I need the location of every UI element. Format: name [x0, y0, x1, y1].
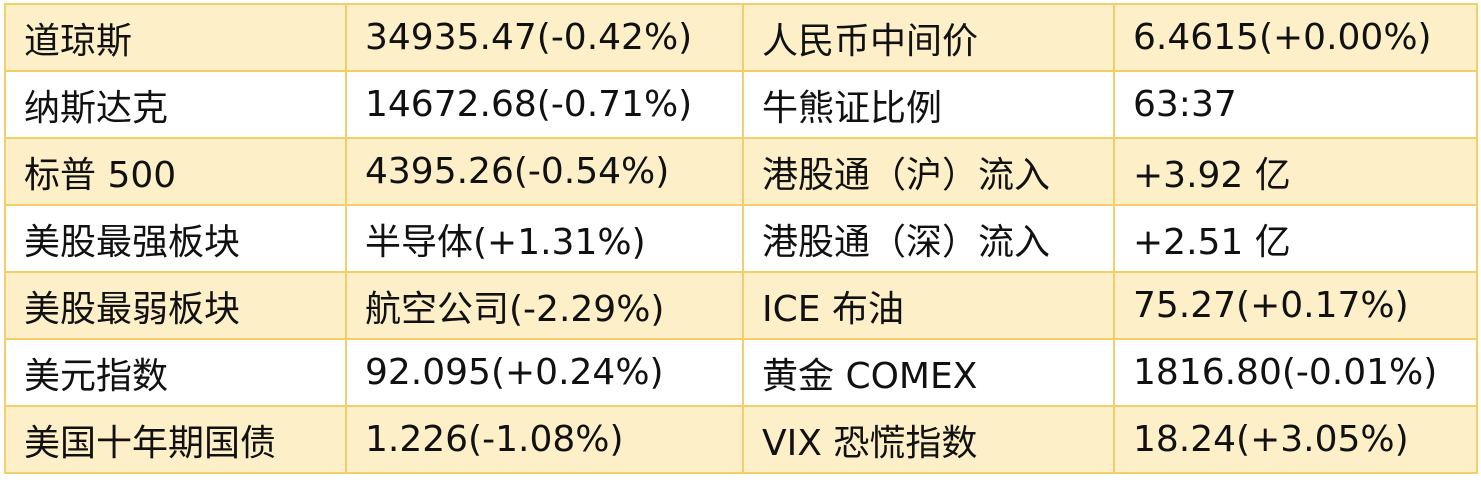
indicator-name: 黄金 COMEX: [742, 338, 1115, 407]
indicator-name: ICE 布油: [742, 271, 1115, 340]
indicator-value: 6.4615(+0.00%): [1113, 3, 1478, 72]
table-row: 美元指数 92.095(+0.24%) 黄金 COMEX 1816.80(-0.01%…: [4, 338, 1478, 407]
indicator-name: 牛熊证比例: [742, 70, 1115, 139]
indicator-value: 半导体(+1.31%): [345, 204, 744, 273]
indicator-name: 纳斯达克: [4, 70, 347, 139]
indicator-name: 标普 500: [4, 137, 347, 206]
table-row: 纳斯达克 14672.68(-0.71%) 牛熊证比例 63:37: [4, 70, 1478, 139]
table-row: 美国十年期国债 1.226(-1.08%) VIX 恐慌指数 18.24(+3.05%…: [4, 405, 1478, 474]
table-row: 美股最弱板块 航空公司(-2.29%) ICE 布油 75.27(+0.17%): [4, 271, 1478, 340]
indicator-value: 92.095(+0.24%): [345, 338, 744, 407]
table-row: 美股最强板块 半导体(+1.31%) 港股通（深）流入 +2.51 亿: [4, 204, 1478, 273]
indicator-name: VIX 恐慌指数: [742, 405, 1115, 474]
indicator-name: 道琼斯: [4, 3, 347, 72]
indicator-value: 75.27(+0.17%): [1113, 271, 1478, 340]
indicator-value: +3.92 亿: [1113, 137, 1478, 206]
indicator-name: 美国十年期国债: [4, 405, 347, 474]
indicator-value: 34935.47(-0.42%): [345, 3, 744, 72]
table-row: 标普 500 4395.26(-0.54%) 港股通（沪）流入 +3.92 亿: [4, 137, 1478, 206]
indicator-value: +2.51 亿: [1113, 204, 1478, 273]
indicator-name: 美元指数: [4, 338, 347, 407]
market-table: 道琼斯 34935.47(-0.42%) 人民币中间价 6.4615(+0.00%) 纳…: [4, 3, 1478, 474]
indicator-value: 1.226(-1.08%): [345, 405, 744, 474]
indicator-name: 美股最弱板块: [4, 271, 347, 340]
indicator-name: 美股最强板块: [4, 204, 347, 273]
indicator-value: 14672.68(-0.71%): [345, 70, 744, 139]
indicator-name: 港股通（沪）流入: [742, 137, 1115, 206]
indicator-name: 人民币中间价: [742, 3, 1115, 72]
indicator-name: 港股通（深）流入: [742, 204, 1115, 273]
indicator-value: 航空公司(-2.29%): [345, 271, 744, 340]
table-row: 道琼斯 34935.47(-0.42%) 人民币中间价 6.4615(+0.00%): [4, 3, 1478, 72]
indicator-value: 4395.26(-0.54%): [345, 137, 744, 206]
indicator-value: 63:37: [1113, 70, 1478, 139]
indicator-value: 18.24(+3.05%): [1113, 405, 1478, 474]
indicator-value: 1816.80(-0.01%): [1113, 338, 1478, 407]
